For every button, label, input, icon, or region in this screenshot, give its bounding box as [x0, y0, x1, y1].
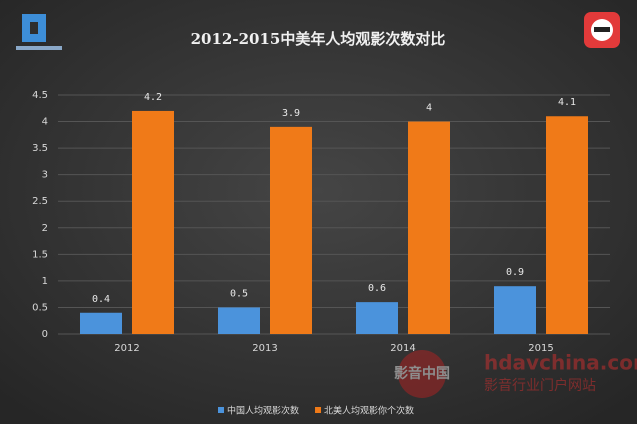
- watermark-site: hdavchina.com: [484, 351, 637, 375]
- watermark: 影音中国 hdavchina.com 影音行业门户网站: [394, 350, 637, 398]
- bar: [270, 126, 312, 334]
- bar: [132, 110, 174, 334]
- y-tick-label: 3: [42, 170, 48, 181]
- x-tick-label: 2013: [252, 343, 277, 354]
- bar: [356, 302, 398, 334]
- legend-label: 中国人均观影次数: [227, 405, 299, 417]
- watermark-logo: 影音中国: [394, 365, 450, 382]
- bar: [80, 312, 122, 334]
- value-label: 4.2: [144, 92, 162, 103]
- legend-swatch: [315, 407, 322, 413]
- y-tick-label: 0.5: [32, 302, 48, 313]
- value-label: 0.4: [92, 294, 110, 305]
- y-tick-label: 0: [42, 329, 48, 340]
- bar: [494, 286, 536, 334]
- right-logo: [584, 12, 620, 48]
- value-label: 0.6: [368, 283, 386, 294]
- y-tick-label: 2.5: [32, 196, 48, 207]
- value-label: 0.5: [230, 288, 248, 299]
- y-tick-label: 3.5: [32, 143, 48, 154]
- value-label: 4.1: [558, 97, 576, 108]
- legend-label: 北美人均观影你个次数: [324, 405, 414, 417]
- y-tick-label: 2: [42, 223, 48, 234]
- y-tick-label: 4: [42, 117, 48, 128]
- y-tick-label: 1.5: [32, 249, 48, 260]
- x-tick-label: 2014: [390, 343, 415, 354]
- y-tick-label: 1: [42, 276, 48, 287]
- bar: [218, 307, 260, 334]
- chart-title: 2012-2015中美年人均观影次数对比: [191, 30, 446, 48]
- watermark-slogan: 影音行业门户网站: [484, 377, 596, 394]
- legend-swatch: [218, 407, 224, 413]
- value-label: 4: [426, 103, 432, 114]
- bar: [546, 116, 588, 334]
- x-tick-label: 2012: [114, 343, 139, 354]
- y-tick-label: 4.5: [32, 90, 48, 101]
- value-label: 3.9: [282, 108, 300, 119]
- left-logo: [16, 14, 62, 50]
- value-label: 0.9: [506, 267, 524, 278]
- x-tick-label: 2015: [528, 343, 553, 354]
- bar: [408, 121, 450, 334]
